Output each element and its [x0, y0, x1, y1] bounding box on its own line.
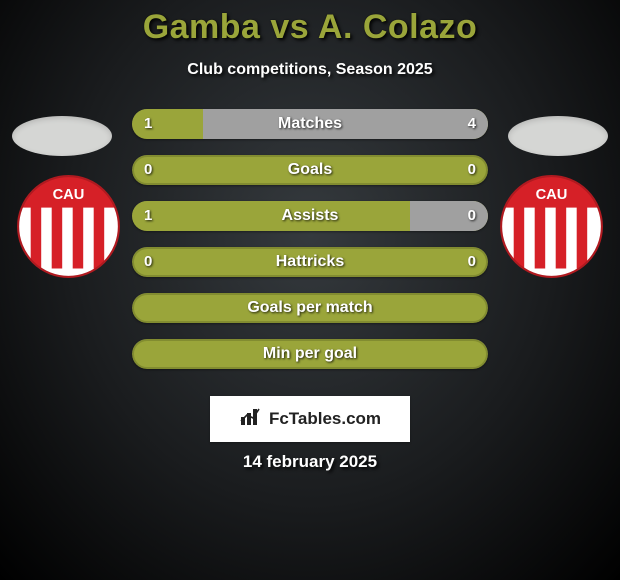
brand-box[interactable]: FcTables.com — [210, 396, 410, 442]
brand-icon — [239, 405, 263, 434]
stats-area: Matches14Goals00Assists10Hattricks00Goal… — [0, 109, 620, 409]
stat-label: Hattricks — [132, 247, 488, 277]
stat-label: Assists — [132, 201, 488, 231]
stat-row: Assists1 0 — [132, 201, 488, 231]
stat-label: Goals — [132, 155, 488, 185]
stat-value-left: 0 — [144, 155, 152, 185]
stat-row: Goals0 0 — [132, 155, 488, 185]
stat-value-right: 0 — [468, 155, 476, 185]
stat-value-right: 4 — [468, 109, 476, 139]
stat-value-left: 1 — [144, 201, 152, 231]
stat-value-right: 0 — [468, 201, 476, 231]
stat-row: Hattricks0 0 — [132, 247, 488, 277]
stat-value-left: 0 — [144, 247, 152, 277]
stat-label: Matches — [132, 109, 488, 139]
subtitle: Club competitions, Season 2025 — [0, 61, 620, 79]
stat-bars: Matches14Goals00Assists10Hattricks00Goal… — [132, 109, 488, 385]
stat-row: Goals per match — [132, 293, 488, 323]
page-title: Gamba vs A. Colazo — [0, 0, 620, 47]
stat-value-right: 0 — [468, 247, 476, 277]
brand-text: FcTables.com — [269, 409, 381, 429]
stat-label: Min per goal — [132, 339, 488, 369]
date-label: 14 february 2025 — [0, 452, 620, 472]
stat-value-left: 1 — [144, 109, 152, 139]
stat-row: Min per goal — [132, 339, 488, 369]
stat-label: Goals per match — [132, 293, 488, 323]
stat-row: Matches1 4 — [132, 109, 488, 139]
